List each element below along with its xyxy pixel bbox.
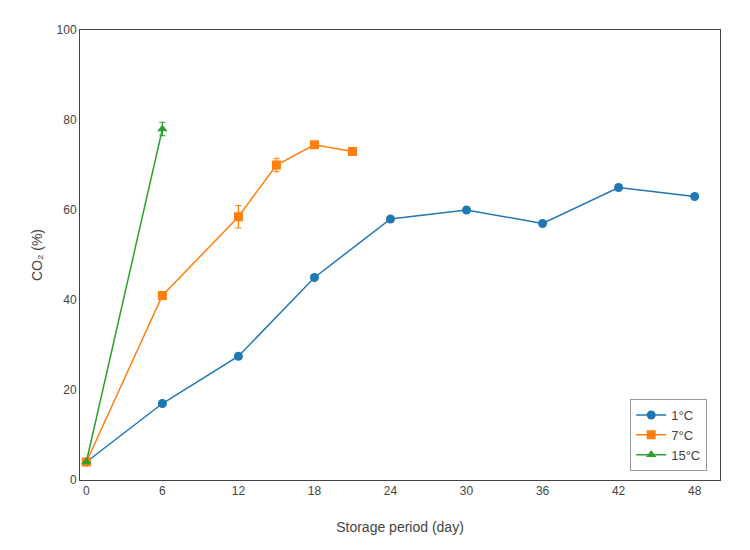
svg-text:100: 100 (57, 23, 77, 37)
svg-text:80: 80 (63, 113, 77, 127)
svg-text:48: 48 (688, 484, 702, 498)
svg-text:Storage period (day): Storage period (day) (336, 519, 464, 535)
svg-text:40: 40 (63, 293, 77, 307)
svg-text:15°C: 15°C (671, 448, 700, 463)
svg-text:30: 30 (460, 484, 474, 498)
svg-text:24: 24 (384, 484, 398, 498)
svg-text:1°C: 1°C (671, 408, 693, 423)
svg-text:36: 36 (536, 484, 550, 498)
svg-text:6: 6 (159, 484, 166, 498)
svg-text:12: 12 (232, 484, 246, 498)
svg-text:0: 0 (83, 484, 90, 498)
svg-text:42: 42 (612, 484, 626, 498)
svg-text:18: 18 (308, 484, 322, 498)
svg-text:20: 20 (63, 383, 77, 397)
svg-text:7°C: 7°C (671, 428, 693, 443)
svg-text:CO₂ (%): CO₂ (%) (29, 229, 45, 281)
svg-text:0: 0 (70, 473, 77, 487)
svg-text:60: 60 (63, 203, 77, 217)
